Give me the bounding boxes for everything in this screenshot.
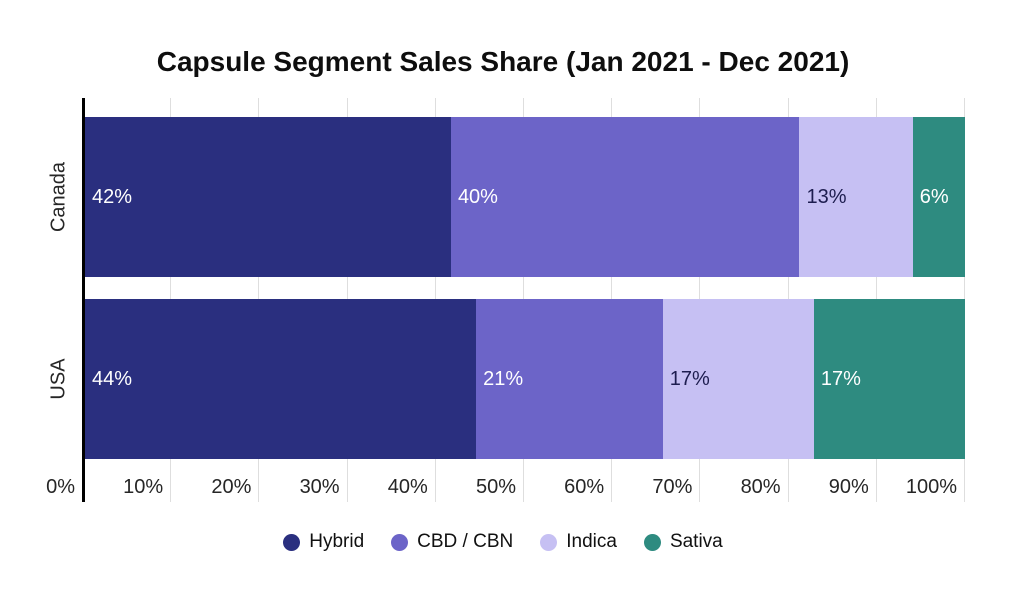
legend-swatch-icon — [643, 533, 661, 551]
x-tick-label: 90% — [828, 476, 869, 498]
segment-value-label: 44% — [92, 367, 133, 390]
x-tick-label: 100% — [905, 476, 957, 498]
legend-swatch-icon — [391, 533, 409, 551]
legend-item-hybrid: Hybrid — [283, 531, 364, 553]
legend-label: Indica — [566, 531, 617, 552]
segment-value-label: 6% — [919, 185, 949, 208]
x-tick-label: 10% — [123, 476, 164, 498]
segment-value-label: 13% — [806, 185, 847, 208]
bar-segment-hybrid: 42% — [85, 117, 451, 277]
category-label-usa: USA — [47, 358, 70, 400]
bar-segment-indica: 13% — [799, 117, 913, 277]
x-tick-label: 20% — [211, 476, 252, 498]
y-axis-line — [82, 98, 85, 502]
legend-item-indica: Indica — [540, 531, 617, 553]
legend: Hybrid CBD / CBN Indica Sativa — [0, 531, 1006, 553]
x-tick-label: 70% — [652, 476, 693, 498]
chart-title: Capsule Segment Sales Share (Jan 2021 - … — [156, 46, 850, 77]
x-tick-label: 60% — [564, 476, 605, 498]
segment-value-label: 42% — [92, 185, 133, 208]
bar-segment-hybrid: 44% — [85, 299, 477, 459]
bar-segment-indica: 17% — [662, 299, 814, 459]
x-tick-label: 40% — [387, 476, 428, 498]
bar-segment-cbd-cbn: 40% — [450, 117, 800, 277]
category-label-canada: Canada — [47, 161, 70, 233]
legend-label: Sativa — [669, 531, 723, 552]
plot-area: 0% 10% 20% 30% 40% 50% 60% 70% 80% 90% 100% 42% 40% 1… — [46, 98, 965, 502]
segment-value-label: 17% — [820, 367, 861, 390]
x-tick-label: 80% — [740, 476, 781, 498]
x-tick-label: 50% — [475, 476, 516, 498]
legend-label: Hybrid — [309, 531, 365, 552]
segment-value-label: 21% — [483, 367, 524, 390]
bar-segment-sativa: 6% — [912, 117, 965, 277]
segment-value-label: 17% — [669, 367, 710, 390]
legend-item-cbd-cbn: CBD / CBN — [391, 531, 513, 553]
x-tick-label: 0% — [46, 476, 75, 498]
bar-segment-cbd-cbn: 21% — [476, 299, 663, 459]
legend-item-sativa: Sativa — [643, 531, 723, 553]
segment-value-label: 40% — [457, 185, 498, 208]
legend-label: CBD / CBN — [417, 531, 514, 552]
x-tick-label: 30% — [299, 476, 340, 498]
bar-segment-sativa: 17% — [813, 299, 965, 459]
legend-swatch-icon — [283, 533, 301, 551]
bar-row-canada: 42% 40% 13% 6% — [85, 117, 965, 277]
legend-swatch-icon — [540, 533, 558, 551]
bar-row-usa: 44% 21% 17% 17% — [85, 299, 965, 459]
